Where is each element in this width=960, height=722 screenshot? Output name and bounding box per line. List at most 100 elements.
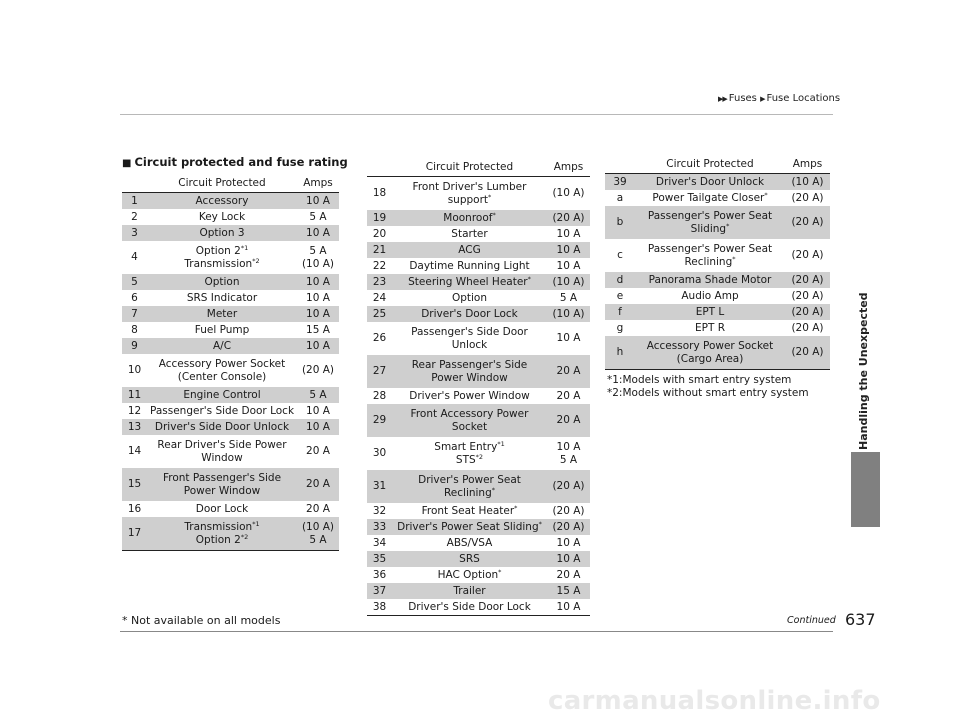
fuse-number: 39	[605, 173, 635, 190]
amp-rating: (20 A)	[791, 289, 824, 302]
amp-rating: 5 A (10 A)	[301, 244, 335, 270]
fuse-number: 26	[372, 332, 387, 344]
table-row: 27 Rear Passenger's Side Power Window 20 A	[367, 355, 590, 388]
fuse-number: 18	[372, 187, 387, 199]
amp-rating: 10 A	[306, 404, 330, 417]
fuse-number: 23	[367, 274, 392, 290]
circuit-name: Front Accessory Power Socket	[392, 404, 547, 437]
circuit-name: Driver's Side Door Lock	[392, 599, 547, 616]
table-row: 26 Passenger's Side Door Unlock 10 A	[367, 322, 590, 355]
square-bullet-icon: ■	[122, 158, 132, 169]
table-row: h Accessory Power Socket (Cargo Area) (20 A…	[605, 336, 830, 370]
amp-rating: (20 A)	[785, 272, 830, 288]
table-row: 29 Front Accessory Power Socket 20 A	[367, 404, 590, 437]
circuit-name: Option	[147, 274, 297, 290]
circuit-name: Accessory Power Socket (Center Console)	[158, 357, 286, 383]
continued-label: Continued	[787, 615, 836, 626]
amp-rating: 5 A	[309, 210, 327, 223]
circuit-name: Driver's Side Door Unlock	[147, 419, 297, 435]
table-row: 13 Driver's Side Door Unlock 10 A	[122, 419, 339, 435]
circuit-name: Driver's Door Lock	[392, 306, 547, 322]
amp-rating: 5 A	[297, 387, 339, 403]
fuse-table-3: Circuit Protected Amps 39 Driver's Door U…	[605, 155, 830, 370]
circuit-name: EPT R	[694, 321, 725, 334]
circuit-name: Rear Driver's Side Power Window	[157, 438, 287, 464]
breadcrumb-item-fuses[interactable]: Fuses	[728, 93, 757, 104]
amp-rating: (20 A)	[785, 336, 830, 370]
fuse-number: 4	[131, 251, 138, 263]
amp-rating: 10 A	[297, 274, 339, 290]
fuse-number: a	[616, 191, 624, 204]
table-row: 9 A/C 10 A	[122, 338, 339, 354]
table-row: a Power Tailgate Closer* (20 A)	[605, 190, 830, 206]
amp-rating: 20 A	[556, 389, 581, 402]
table-row: 39 Driver's Door Unlock (10 A)	[605, 173, 830, 190]
circuit-name: Passenger's Side Door Lock	[149, 404, 295, 417]
amp-rating: 15 A	[547, 583, 590, 599]
circuit-name: SRS	[392, 551, 547, 567]
amp-rating: (20 A)	[791, 191, 824, 204]
table-row: 6 SRS Indicator 10 A	[122, 290, 339, 306]
fuse-number: 6	[131, 291, 138, 304]
amp-rating: 10 A	[297, 306, 339, 322]
circuit-name: Option 2*1 Transmission*2	[184, 243, 260, 270]
amp-rating: 10 A	[556, 536, 581, 549]
amp-rating: (20 A)	[791, 249, 824, 261]
table-row: 10 Accessory Power Socket (Center Console)…	[122, 354, 339, 387]
circuit-name: Driver's Power Window	[409, 389, 530, 402]
table-row: 37 Trailer 15 A	[367, 583, 590, 599]
column-header-number	[367, 158, 392, 177]
amp-rating: 20 A	[297, 468, 339, 501]
column-header-circuit: Circuit Protected	[147, 174, 297, 193]
column-header-amps: Amps	[785, 155, 830, 174]
table-row: 14 Rear Driver's Side Power Window 20 A	[122, 435, 339, 468]
circuit-name: Meter	[147, 306, 297, 322]
amp-rating: 20 A	[556, 568, 581, 581]
table-row: 15 Front Passenger's Side Power Window 20 A	[122, 468, 339, 501]
amp-rating: 10 A	[306, 291, 330, 304]
table-row: 31 Driver's Power Seat Reclining* (20 A)	[367, 470, 590, 503]
fuse-number: 8	[131, 323, 138, 336]
table-row: 7 Meter 10 A	[122, 306, 339, 322]
fuse-number: 29	[367, 404, 392, 437]
circuit-name: A/C	[147, 338, 297, 354]
table-row: 22 Daytime Running Light 10 A	[367, 258, 590, 274]
table-row: 16 Door Lock 20 A	[122, 501, 339, 517]
amp-rating: (20 A)	[785, 206, 830, 239]
amp-rating: 10 A	[556, 259, 581, 272]
amp-rating: 10 A	[297, 192, 339, 209]
breadcrumb-item-fuse-locations[interactable]: Fuse Locations	[766, 93, 841, 104]
fuse-number: f	[605, 304, 635, 320]
circuit-name: Accessory	[147, 192, 297, 209]
circuit-name: Front Driver's Lumber support*	[412, 180, 527, 206]
circuit-name: Passenger's Power Seat Sliding*	[635, 206, 785, 239]
fuse-number: 37	[367, 583, 392, 599]
circuit-name: EPT L	[635, 304, 785, 320]
fuse-number: 10	[127, 364, 142, 376]
circuit-name: Driver's Power Seat Sliding*	[392, 519, 547, 535]
note-no-smart-entry: *2:Models without smart entry system	[607, 387, 809, 399]
chapter-tab-marker[interactable]	[851, 452, 880, 527]
table-header-row: Circuit Protected Amps	[122, 174, 339, 193]
table-row: 8 Fuel Pump 15 A	[122, 322, 339, 338]
page-number: 637	[845, 610, 876, 629]
fuse-number: 28	[372, 389, 387, 402]
table-row: 17 Transmission*1 Option 2*2 (10 A) 5 A	[122, 517, 339, 551]
section-title: ■ Circuit protected and fuse rating	[122, 155, 348, 169]
table-row: 24 Option 5 A	[367, 290, 590, 306]
amp-rating: (20 A)	[547, 519, 590, 535]
amp-rating: 10 A	[547, 599, 590, 616]
circuit-name: Driver's Door Unlock	[635, 173, 785, 190]
table-row: 21 ACG 10 A	[367, 242, 590, 258]
fuse-table-1: Circuit Protected Amps 1 Accessory 10 A 2 Ke…	[122, 174, 339, 551]
fuse-number: 9	[122, 338, 147, 354]
availability-footnote: * Not available on all models	[122, 614, 281, 627]
amp-rating: 10 A	[297, 338, 339, 354]
circuit-name: Smart Entry*1 STS*2	[434, 439, 505, 466]
amp-rating: 10 A	[556, 227, 581, 240]
circuit-name: Front Passenger's Side Power Window	[147, 468, 297, 501]
column-header-circuit: Circuit Protected	[635, 155, 785, 174]
amp-rating: (10 A)	[552, 187, 585, 199]
fuse-number: 1	[122, 192, 147, 209]
